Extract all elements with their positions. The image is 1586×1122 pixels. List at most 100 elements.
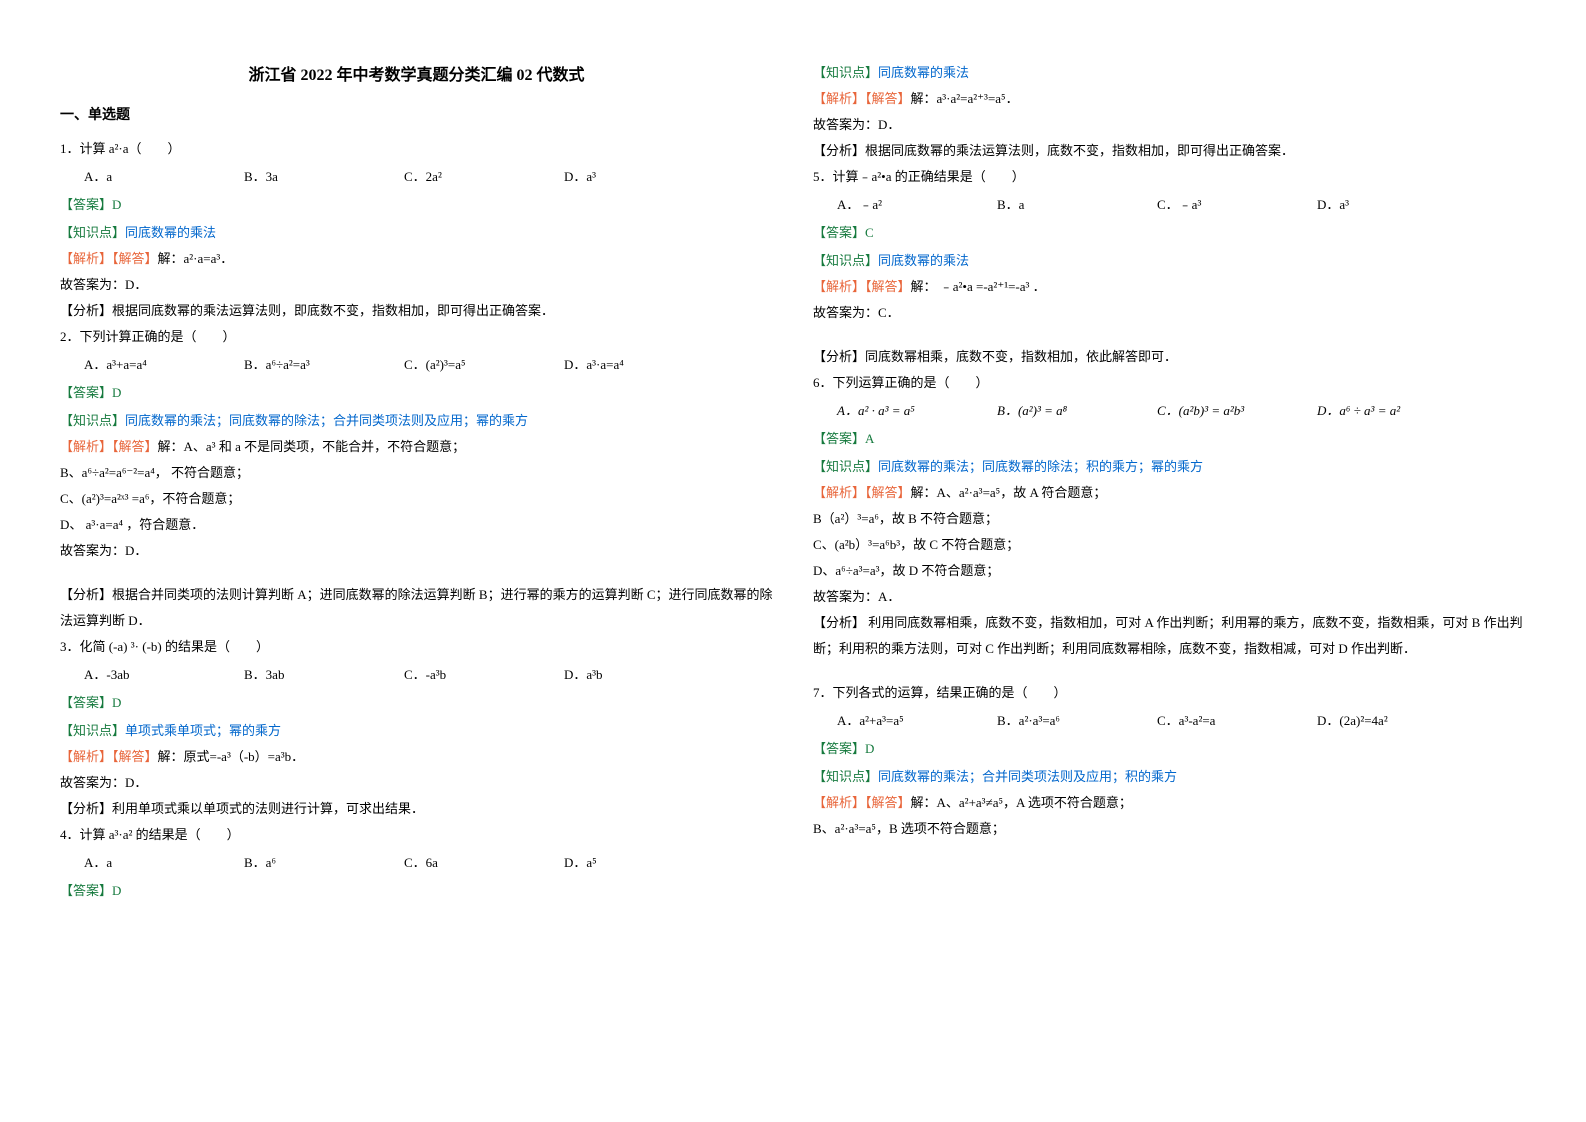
analysis-label: 【分析】	[813, 615, 865, 630]
q5-choices: A．﹣a² B．a C．﹣a³ D．a³	[813, 192, 1526, 218]
right-column: 【知识点】同底数幂的乘法 【解析】【解答】解：a³·a²=a²⁺³=a⁵． 故答…	[793, 60, 1546, 1082]
explain-text: 解：a³·a²=a²⁺³=a⁵．	[911, 91, 1019, 106]
q2-final: 故答案为：D．	[60, 538, 773, 564]
explain-text: 解：原式=-a³（-b）=a³b．	[158, 749, 305, 764]
q4-choices: A．a B．a⁶ C．6a D．a⁵	[60, 850, 773, 876]
analysis-label: 【分析】	[60, 801, 112, 816]
q6-explain-a: 【解析】【解答】解：A、a²·a³=a⁵，故 A 符合题意；	[813, 480, 1526, 506]
explain-label: 【解析】【解答】	[813, 795, 911, 810]
q3-answer: 【答案】D	[60, 690, 773, 716]
q3-choice-b: B．3ab	[244, 662, 364, 688]
analysis-text: 根据同底数幂的乘法运算法则，底数不变，指数相加，即可得出正确答案．	[865, 143, 1294, 158]
q6-choice-b: B．(a²)³ = a⁸	[997, 398, 1117, 424]
q5-explain: 【解析】【解答】解： ﹣a²•a =-a²⁺¹=-a³ ．	[813, 274, 1526, 300]
q1-choices: A．a B．3a C．2a² D．a³	[60, 164, 773, 190]
q7-choice-a: A．a²+a³=a⁵	[837, 708, 957, 734]
explain-label: 【解析】【解答】	[60, 749, 158, 764]
section-header-1: 一、单选题	[60, 102, 773, 130]
q7-explain-a: 【解析】【解答】解：A、a²+a³≠a⁵，A 选项不符合题意；	[813, 790, 1526, 816]
q4-choice-a: A．a	[84, 850, 204, 876]
q7-choices: A．a²+a³=a⁵ B．a²·a³=a⁶ C．a³-a²=a D．(2a)²=…	[813, 708, 1526, 734]
q6-stem: 6．下列运算正确的是（ ）	[813, 370, 1526, 396]
choice-text: B．(a²)³ = a⁸	[997, 403, 1067, 418]
q6-final: 故答案为：A．	[813, 584, 1526, 610]
q6-explain-c: C、(a²b）³=a⁶b³，故 C 不符合题意；	[813, 532, 1526, 558]
q2-stem: 2．下列计算正确的是（ ）	[60, 324, 773, 350]
q2-explain-c: C、(a²)³=a²ˣ³ =a⁶，不符合题意；	[60, 486, 773, 512]
q4-kp: 【知识点】同底数幂的乘法	[813, 60, 1526, 86]
q3-choice-d: D．a³b	[564, 662, 684, 688]
q6-explain-b: B（a²）³=a⁶，故 B 不符合题意；	[813, 506, 1526, 532]
q5-choice-a: A．﹣a²	[837, 192, 957, 218]
q2-explain-a: 【解析】【解答】解：A、a³ 和 a 不是同类项，不能合并，不符合题意；	[60, 434, 773, 460]
q7-stem: 7．下列各式的运算，结果正确的是（ ）	[813, 680, 1526, 706]
q4-choice-b: B．a⁶	[244, 850, 364, 876]
q4-analysis: 【分析】根据同底数幂的乘法运算法则，底数不变，指数相加，即可得出正确答案．	[813, 138, 1526, 164]
kp-text: 单项式乘单项式；幂的乘方	[125, 723, 281, 738]
q3-kp: 【知识点】单项式乘单项式；幂的乘方	[60, 718, 773, 744]
q1-final: 故答案为：D．	[60, 272, 773, 298]
q1-explain: 【解析】【解答】解：a²·a=a³．	[60, 246, 773, 272]
q2-choice-d: D．a³·a=a⁴	[564, 352, 684, 378]
explain-text: 解：A、a²·a³=a⁵，故 A 符合题意；	[911, 485, 1107, 500]
q1-answer: 【答案】D	[60, 192, 773, 218]
q3-choice-a: A．-3ab	[84, 662, 204, 688]
kp-text: 同底数幂的乘法	[878, 65, 969, 80]
q1-choice-b: B．3a	[244, 164, 364, 190]
q6-choice-d: D．a⁶ ÷ a³ = a²	[1317, 398, 1437, 424]
q6-choices: A．a² · a³ = a⁵ B．(a²)³ = a⁸ C．(a²b)³ = a…	[813, 398, 1526, 424]
q2-choice-c: C．(a²)³=a⁵	[404, 352, 524, 378]
q5-choice-c: C．﹣a³	[1157, 192, 1277, 218]
choice-text: D．a⁶ ÷ a³ = a²	[1317, 403, 1400, 418]
q3-choice-c: C．-a³b	[404, 662, 524, 688]
q2-explain-b: B、a⁶÷a²=a⁶⁻²=a⁴， 不符合题意；	[60, 460, 773, 486]
q4-choice-c: C．6a	[404, 850, 524, 876]
spacer	[813, 662, 1526, 680]
kp-label: 【知识点】	[813, 459, 878, 474]
q1-stem: 1．计算 a²·a（ ）	[60, 136, 773, 162]
q1-choice-d: D．a³	[564, 164, 684, 190]
explain-text: 解：a²·a=a³．	[158, 251, 234, 266]
q2-analysis: 【分析】根据合并同类项的法则计算判断 A；进同底数幂的除法运算判断 B；进行幂的…	[60, 582, 773, 634]
q1-kp: 【知识点】同底数幂的乘法	[60, 220, 773, 246]
analysis-label: 【分析】	[813, 143, 865, 158]
q6-answer: 【答案】A	[813, 426, 1526, 452]
analysis-text: 根据合并同类项的法则计算判断 A；进同底数幂的除法运算判断 B；进行幂的乘方的运…	[60, 587, 773, 628]
q2-answer: 【答案】D	[60, 380, 773, 406]
kp-label: 【知识点】	[813, 65, 878, 80]
q3-choices: A．-3ab B．3ab C．-a³b D．a³b	[60, 662, 773, 688]
kp-text: 同底数幂的乘法；合并同类项法则及应用；积的乘方	[878, 769, 1177, 784]
q6-choice-c: C．(a²b)³ = a²b³	[1157, 398, 1277, 424]
q1-choice-a: A．a	[84, 164, 204, 190]
explain-label: 【解析】【解答】	[60, 251, 158, 266]
q7-kp: 【知识点】同底数幂的乘法；合并同类项法则及应用；积的乘方	[813, 764, 1526, 790]
q4-choice-d: D．a⁵	[564, 850, 684, 876]
q2-choice-b: B．a⁶÷a²=a³	[244, 352, 364, 378]
q3-final: 故答案为：D．	[60, 770, 773, 796]
q2-choice-a: A．a³+a=a⁴	[84, 352, 204, 378]
explain-label: 【解析】【解答】	[813, 485, 911, 500]
q5-analysis: 【分析】同底数幂相乘，底数不变，指数相加，依此解答即可．	[813, 344, 1526, 370]
kp-label: 【知识点】	[60, 723, 125, 738]
kp-label: 【知识点】	[813, 253, 878, 268]
q5-answer: 【答案】C	[813, 220, 1526, 246]
q2-kp: 【知识点】同底数幂的乘法；同底数幂的除法；合并同类项法则及应用；幂的乘方	[60, 408, 773, 434]
kp-label: 【知识点】	[60, 225, 125, 240]
q6-explain-d: D、a⁶÷a³=a³，故 D 不符合题意；	[813, 558, 1526, 584]
page-title: 浙江省 2022 年中考数学真题分类汇编 02 代数式	[60, 60, 773, 92]
q6-analysis: 【分析】 利用同底数幂相乘，底数不变，指数相加，可对 A 作出判断；利用幂的乘方…	[813, 610, 1526, 662]
q7-choice-d: D．(2a)²=4a²	[1317, 708, 1437, 734]
explain-text: 解：A、a²+a³≠a⁵，A 选项不符合题意；	[911, 795, 1132, 810]
explain-text: 解： ﹣a²•a =-a²⁺¹=-a³ ．	[911, 279, 1046, 294]
kp-text: 同底数幂的乘法	[125, 225, 216, 240]
kp-text: 同底数幂的乘法；同底数幂的除法；合并同类项法则及应用；幂的乘方	[125, 413, 528, 428]
q7-explain-b: B、a²·a³=a⁵，B 选项不符合题意；	[813, 816, 1526, 842]
spacer	[813, 326, 1526, 344]
q5-choice-d: D．a³	[1317, 192, 1437, 218]
left-column: 浙江省 2022 年中考数学真题分类汇编 02 代数式 一、单选题 1．计算 a…	[40, 60, 793, 1082]
q7-answer: 【答案】D	[813, 736, 1526, 762]
explain-label: 【解析】【解答】	[813, 279, 911, 294]
q4-explain: 【解析】【解答】解：a³·a²=a²⁺³=a⁵．	[813, 86, 1526, 112]
analysis-text: 根据同底数幂的乘法运算法则，即底数不变，指数相加，即可得出正确答案．	[112, 303, 554, 318]
q4-stem: 4．计算 a³·a² 的结果是（ ）	[60, 822, 773, 848]
